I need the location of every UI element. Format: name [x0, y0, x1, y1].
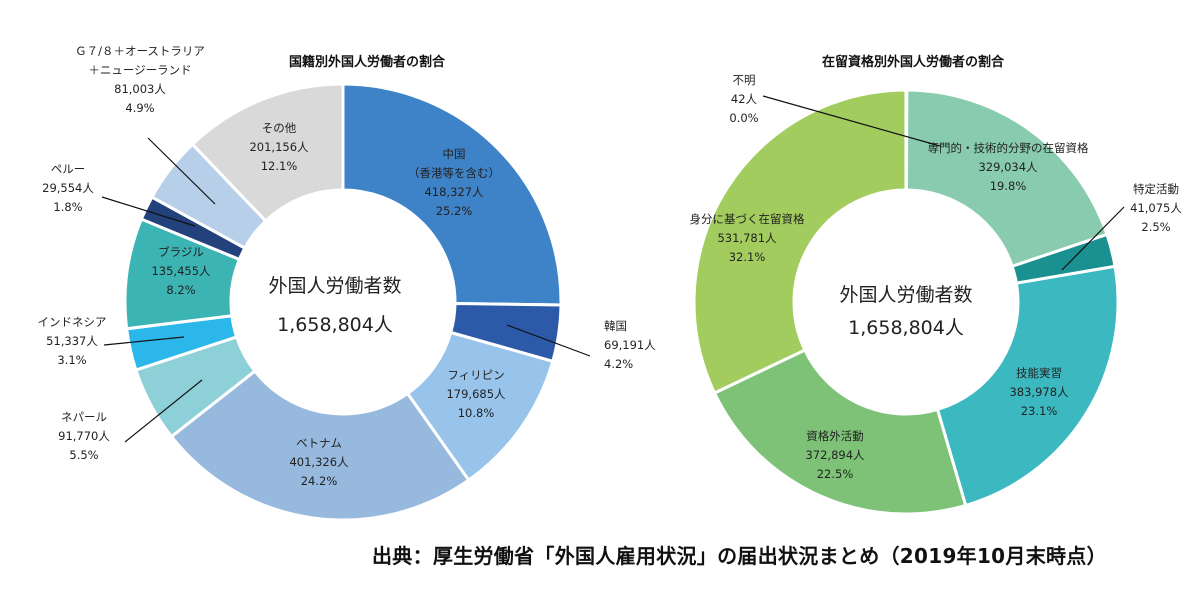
label-group: 専門的・技術的分野の在留資格 329,034人 19.8% 特定活動 41,075人 2.… [690, 73, 1183, 481]
slice-6 [904, 88, 909, 192]
nationality-donut-chart: 国籍別外国人労働者の割合 中国 （香港等を含む） 418,327人 25.2% 韓国 69… [38, 44, 657, 522]
slice-label-name: 中国 [443, 147, 466, 161]
leader-line [147, 137, 216, 205]
slice-label-value-label: 372,894人 [805, 448, 865, 462]
slice-label-name: その他 [262, 121, 297, 135]
slice-label-percent: 19.8% [990, 179, 1027, 193]
slice-label-name: ペルー [51, 162, 86, 176]
slice-label-percent: 3.1% [57, 353, 86, 367]
slice-label-percent: 8.2% [166, 283, 195, 297]
center-value: 1,658,804人 [848, 317, 964, 339]
leader-line [1061, 206, 1125, 271]
source-note: 出典：厚生労働省「外国人雇用状況」の届出状況まとめ（2019年10月末時点） [372, 544, 1107, 568]
slice-label-value-label: 42人 [731, 92, 758, 106]
slice-label-name: フィリピン [447, 368, 504, 382]
slice-10 [190, 82, 345, 224]
slice-group [692, 88, 1120, 516]
slice-label-value-label: 51,337人 [46, 334, 98, 348]
slice-label-value-label: 29,554人 [42, 181, 94, 195]
label-group: 中国 （香港等を含む） 418,327人 25.2% 韓国 69,191人 4.2% フィリピ… [38, 44, 657, 488]
slice-label-percent: 5.5% [69, 448, 98, 462]
slice-3 [935, 264, 1120, 508]
slice-label-name-sub: （香港等を含む） [408, 166, 500, 180]
slice-label-percent: 2.5% [1141, 220, 1170, 234]
chart-title: 国籍別外国人労働者の割合 [289, 54, 446, 70]
slice-label-value-label: 41,075人 [1130, 201, 1182, 215]
center-title: 外国人労働者数 [839, 284, 972, 306]
slice-label-value-label: 329,034人 [978, 160, 1038, 174]
slice-4 [712, 348, 968, 516]
slice-label-percent: 32.1% [729, 250, 766, 264]
slice-label-percent: 4.2% [604, 357, 633, 371]
slice-label-name: ベトナム [296, 436, 342, 450]
slice-label-name: 専門的・技術的分野の在留資格 [928, 141, 1089, 155]
slice-label-value-label: 179,685人 [446, 387, 506, 401]
slice-label-percent: 10.8% [458, 406, 495, 420]
slice-label-name: ブラジル [158, 245, 204, 259]
slice-label-value-label: 201,156人 [249, 140, 309, 154]
slice-label-value-label: 418,327人 [424, 185, 484, 199]
slice-label-value-label: 383,978人 [1009, 385, 1069, 399]
slice-label-percent: 22.5% [817, 467, 854, 481]
slice-4 [169, 369, 471, 522]
slice-label-percent: 0.0% [729, 111, 758, 125]
leader-line [762, 95, 941, 147]
leader-line [124, 379, 203, 443]
slice-label-name: 技能実習 [1016, 366, 1062, 380]
slice-label-name: 韓国 [604, 319, 627, 333]
slice-label-value-label: 91,770人 [58, 429, 110, 443]
slice-label-value-label: 135,455人 [151, 264, 211, 278]
slice-label-percent: 12.1% [261, 159, 298, 173]
slice-label-percent: 25.2% [436, 204, 473, 218]
slice-label-name: 特定活動 [1133, 182, 1179, 196]
slice-label-percent: 4.9% [125, 101, 154, 115]
leader-line [506, 324, 591, 357]
slice-label-name: Ｇ７/８＋オーストラリア [75, 44, 205, 58]
slice-label-percent: 23.1% [1021, 404, 1058, 418]
slice-label-name: 身分に基づく在留資格 [690, 212, 805, 226]
center-value: 1,658,804人 [277, 314, 393, 336]
slice-1 [341, 82, 563, 307]
slice-label-name: 資格外活動 [806, 429, 864, 443]
slice-5 [692, 88, 908, 395]
slice-label-percent: 1.8% [53, 200, 82, 214]
leader-line [103, 336, 185, 346]
slice-label-percent: 24.2% [301, 474, 338, 488]
slice-1 [904, 88, 1109, 269]
center-title: 外国人労働者数 [268, 275, 401, 297]
slice-label-name: インドネシア [38, 315, 107, 329]
status-donut-chart: 在留資格別外国人労働者の割合 専門的・技術的分野の在留資格 329,034人 19.… [690, 54, 1183, 516]
slice-label-name-sub: ＋ニュージーランド [88, 63, 191, 77]
leader-line [101, 196, 196, 227]
chart-title: 在留資格別外国人労働者の割合 [822, 54, 1005, 70]
slice-group [123, 82, 563, 522]
slice-label-value-label: 401,326人 [289, 455, 349, 469]
slice-label-value-label: 81,003人 [114, 82, 166, 96]
slice-label-value-label: 531,781人 [717, 231, 777, 245]
slice-label-value-label: 69,191人 [604, 338, 656, 352]
slice-label-name: ネパール [61, 410, 107, 424]
slice-label-name: 不明 [733, 73, 756, 87]
